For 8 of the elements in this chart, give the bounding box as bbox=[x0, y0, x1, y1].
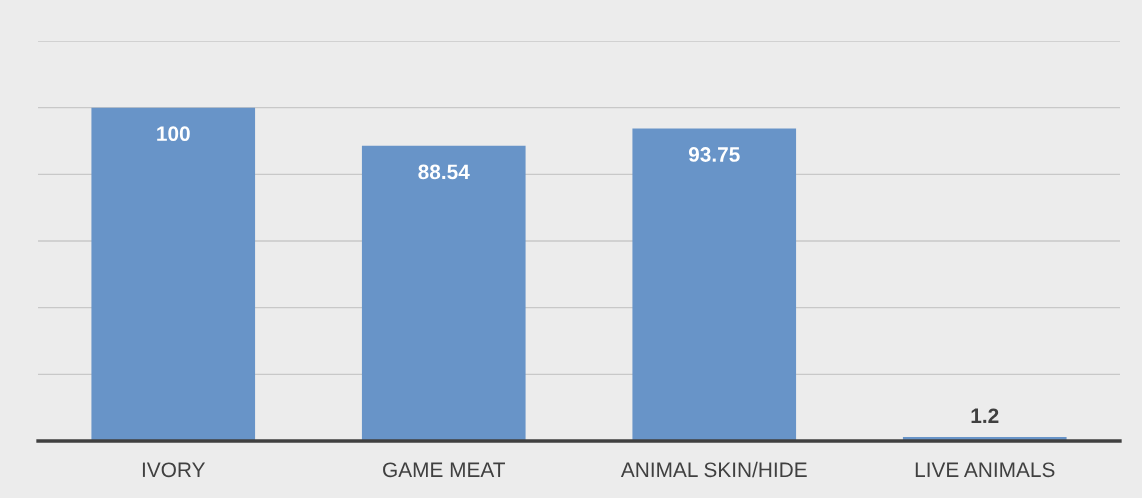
data-label: 100 bbox=[157, 126, 190, 142]
x-tick-label: IVORY bbox=[142, 462, 206, 478]
x-tick-label: ANIMAL SKIN/HIDE bbox=[620, 461, 807, 478]
data-label: 1.2 bbox=[971, 408, 999, 423]
data-label: 93.75 bbox=[688, 147, 740, 162]
x-tick-label: GAME MEAT bbox=[383, 462, 506, 478]
data-label: 88.54 bbox=[418, 164, 470, 180]
x-tick-label: LIVE ANIMALS bbox=[915, 462, 1055, 478]
